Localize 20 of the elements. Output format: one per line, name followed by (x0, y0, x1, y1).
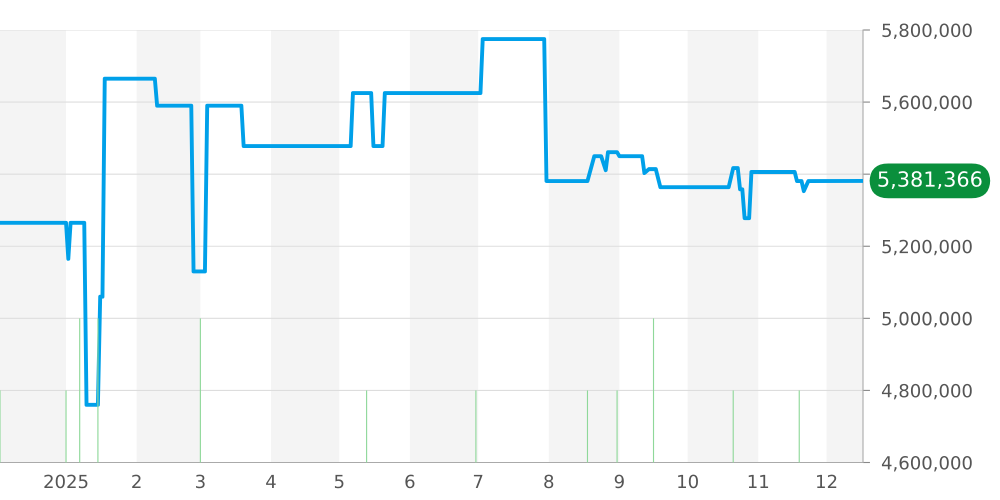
y-tick-label: 5,000,000 (882, 312, 972, 328)
y-tick-label: 4,600,000 (882, 456, 972, 472)
x-tick-label: 6 (405, 474, 414, 488)
y-tick-label: 5,800,000 (882, 23, 972, 39)
y-tick-label: 5,200,000 (882, 240, 972, 256)
x-tick-label: 10 (678, 474, 698, 488)
x-tick-label: 7 (474, 474, 482, 488)
x-tick-label: 2 (132, 474, 141, 488)
line-series (0, 37, 863, 407)
x-tick-label: 2025 (44, 474, 88, 488)
y-tick-label: 5,600,000 (882, 96, 972, 112)
x-tick-label: 4 (266, 474, 276, 488)
annotation: 5,381,366 (878, 171, 982, 190)
y-tick-label: 4,800,000 (882, 384, 972, 400)
x-tick-label: 11 (748, 474, 768, 488)
x-tick-label: 8 (544, 474, 554, 488)
x-tick-label: 9 (614, 474, 624, 488)
x-tick-label: 12 (817, 474, 836, 488)
x-tick-label: 3 (196, 474, 205, 488)
x-tick-label: 5 (334, 474, 344, 488)
